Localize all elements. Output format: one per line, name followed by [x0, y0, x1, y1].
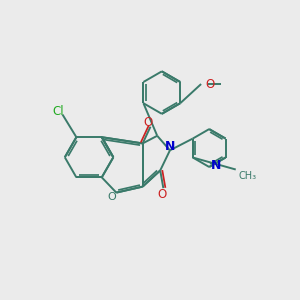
- Text: O: O: [205, 77, 214, 91]
- Text: O: O: [143, 116, 153, 129]
- Text: CH₃: CH₃: [238, 171, 256, 181]
- Text: N: N: [211, 159, 221, 172]
- Text: N: N: [165, 140, 175, 153]
- Text: Cl: Cl: [53, 105, 64, 118]
- Text: O: O: [107, 191, 116, 202]
- Text: O: O: [157, 188, 167, 201]
